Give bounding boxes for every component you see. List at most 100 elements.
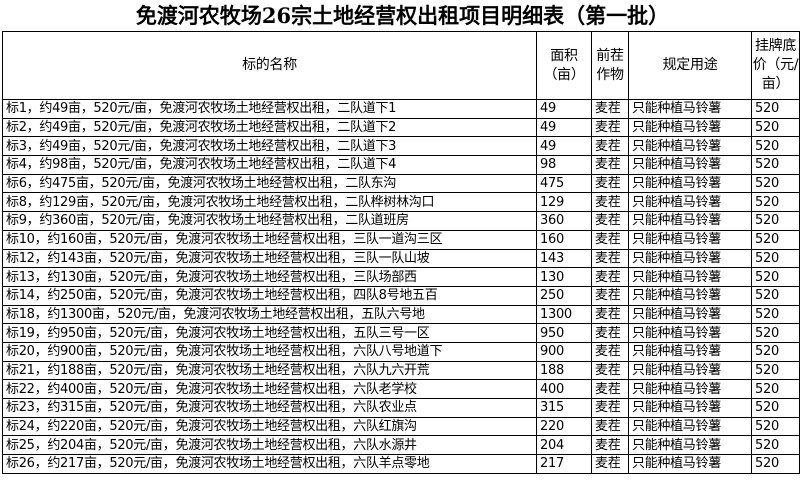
- cell-use[interactable]: 只能种植马铃薯: [628, 192, 752, 213]
- cell-price[interactable]: 520: [751, 379, 800, 399]
- cell-name[interactable]: 标6，约475亩，520元/亩，免渡河农牧场土地经营权出租，二队东沟: [2, 173, 537, 194]
- cell-use[interactable]: 只能种植马铃薯: [628, 173, 752, 194]
- cell-name[interactable]: 标25，约204亩，520元/亩，免渡河农牧场土地经营权出租，六队水源井: [2, 435, 537, 456]
- cell-crop[interactable]: 麦茬: [591, 285, 629, 306]
- header-crop[interactable]: 前茬作物: [591, 31, 629, 100]
- cell-price[interactable]: 520: [751, 211, 800, 231]
- cell-use[interactable]: 只能种植马铃薯: [628, 304, 752, 325]
- cell-name[interactable]: 标24，约220亩，520元/亩，免渡河农牧场土地经营权出租，六队红旗沟: [2, 416, 537, 437]
- cell-area[interactable]: 129: [536, 192, 592, 213]
- cell-name[interactable]: 标14，约250亩，520元/亩，免渡河农牧场土地经营权出租，四队8号地五百: [2, 285, 537, 306]
- cell-area[interactable]: 360: [536, 211, 592, 231]
- cell-price[interactable]: 520: [751, 285, 800, 306]
- cell-area[interactable]: 900: [536, 341, 592, 362]
- cell-crop[interactable]: 麦茬: [591, 229, 629, 250]
- cell-price[interactable]: 520: [751, 435, 800, 456]
- cell-price[interactable]: 520: [751, 248, 800, 269]
- cell-use[interactable]: 只能种植马铃薯: [628, 285, 752, 306]
- cell-use[interactable]: 只能种植马铃薯: [628, 360, 752, 381]
- cell-crop[interactable]: 麦茬: [591, 341, 629, 362]
- cell-use[interactable]: 只能种植马铃薯: [628, 267, 752, 287]
- cell-name[interactable]: 标19，约950亩，520元/亩，免渡河农牧场土地经营权出租，五队三号一区: [2, 323, 537, 343]
- cell-price[interactable]: 520: [751, 323, 800, 343]
- cell-crop[interactable]: 麦茬: [591, 304, 629, 325]
- cell-crop[interactable]: 麦茬: [591, 99, 629, 119]
- header-area[interactable]: 面积（亩）: [536, 31, 592, 100]
- cell-area[interactable]: 49: [536, 136, 592, 157]
- cell-name[interactable]: 标18，约1300亩，520元/亩，免渡河农牧场土地经营权出租，五队六号地: [2, 304, 537, 325]
- cell-name[interactable]: 标13，约130亩，520元/亩，免渡河农牧场土地经营权出租，三队场部西: [2, 267, 537, 287]
- cell-area[interactable]: 160: [536, 229, 592, 250]
- cell-price[interactable]: 520: [751, 341, 800, 362]
- cell-name[interactable]: 标21，约188亩，520元/亩，免渡河农牧场土地经营权出租，六队九六开荒: [2, 360, 537, 381]
- header-price[interactable]: 挂牌底价（元/亩）: [751, 31, 800, 100]
- cell-use[interactable]: 只能种植马铃薯: [628, 117, 752, 138]
- cell-crop[interactable]: 麦茬: [591, 398, 629, 418]
- cell-name[interactable]: 标12，约143亩，520元/亩，免渡河农牧场土地经营权出租，三队一队山坡: [2, 248, 537, 269]
- cell-price[interactable]: 520: [751, 173, 800, 194]
- cell-area[interactable]: 220: [536, 416, 592, 437]
- cell-area[interactable]: 315: [536, 398, 592, 418]
- cell-crop[interactable]: 麦茬: [591, 117, 629, 138]
- cell-use[interactable]: 只能种植马铃薯: [628, 398, 752, 418]
- header-use[interactable]: 规定用途: [628, 31, 752, 100]
- cell-name[interactable]: 标9，约360亩，520元/亩，免渡河农牧场土地经营权出租，二队道班房: [2, 211, 537, 231]
- cell-area[interactable]: 143: [536, 248, 592, 269]
- cell-area[interactable]: 98: [536, 155, 592, 175]
- cell-crop[interactable]: 麦茬: [591, 267, 629, 287]
- cell-name[interactable]: 标23，约315亩，520元/亩，免渡河农牧场土地经营权出租，六队农业点: [2, 398, 537, 418]
- cell-area[interactable]: 130: [536, 267, 592, 287]
- cell-crop[interactable]: 麦茬: [591, 173, 629, 194]
- cell-price[interactable]: 520: [751, 136, 800, 157]
- cell-area[interactable]: 188: [536, 360, 592, 381]
- cell-name[interactable]: 标3，约49亩，520元/亩，免渡河农牧场土地经营权出租，二队道下3: [2, 136, 537, 157]
- cell-area[interactable]: 400: [536, 379, 592, 399]
- cell-use[interactable]: 只能种植马铃薯: [628, 99, 752, 119]
- cell-crop[interactable]: 麦茬: [591, 323, 629, 343]
- cell-price[interactable]: 520: [751, 155, 800, 175]
- cell-area[interactable]: 1300: [536, 304, 592, 325]
- cell-area[interactable]: 217: [536, 454, 592, 474]
- cell-name[interactable]: 标22，约400亩，520元/亩，免渡河农牧场土地经营权出租，六队老学校: [2, 379, 537, 399]
- cell-crop[interactable]: 麦茬: [591, 155, 629, 175]
- cell-crop[interactable]: 麦茬: [591, 435, 629, 456]
- cell-use[interactable]: 只能种植马铃薯: [628, 211, 752, 231]
- cell-use[interactable]: 只能种植马铃薯: [628, 248, 752, 269]
- cell-crop[interactable]: 麦茬: [591, 416, 629, 437]
- table-title[interactable]: 免渡河农牧场26宗土地经营权出租项目明细表（第一批）: [2, 0, 800, 32]
- cell-crop[interactable]: 麦茬: [591, 360, 629, 381]
- cell-price[interactable]: 520: [751, 267, 800, 287]
- cell-use[interactable]: 只能种植马铃薯: [628, 379, 752, 399]
- cell-name[interactable]: 标10，约160亩，520元/亩，免渡河农牧场土地经营权出租，三队一道沟三区: [2, 229, 537, 250]
- cell-use[interactable]: 只能种植马铃薯: [628, 435, 752, 456]
- cell-price[interactable]: 520: [751, 360, 800, 381]
- cell-use[interactable]: 只能种植马铃薯: [628, 323, 752, 343]
- cell-use[interactable]: 只能种植马铃薯: [628, 136, 752, 157]
- cell-price[interactable]: 520: [751, 454, 800, 474]
- cell-crop[interactable]: 麦茬: [591, 192, 629, 213]
- cell-name[interactable]: 标2，约49亩，520元/亩，免渡河农牧场土地经营权出租，二队道下2: [2, 117, 537, 138]
- cell-use[interactable]: 只能种植马铃薯: [628, 454, 752, 474]
- cell-price[interactable]: 520: [751, 99, 800, 119]
- cell-price[interactable]: 520: [751, 416, 800, 437]
- cell-crop[interactable]: 麦茬: [591, 211, 629, 231]
- cell-name[interactable]: 标26，约217亩，520元/亩，免渡河农牧场土地经营权出租，六队羊点零地: [2, 454, 537, 474]
- cell-name[interactable]: 标4，约98亩，520元/亩，免渡河农牧场土地经营权出租，二队道下4: [2, 155, 537, 175]
- cell-area[interactable]: 950: [536, 323, 592, 343]
- cell-area[interactable]: 475: [536, 173, 592, 194]
- cell-use[interactable]: 只能种植马铃薯: [628, 155, 752, 175]
- cell-crop[interactable]: 麦茬: [591, 248, 629, 269]
- cell-crop[interactable]: 麦茬: [591, 136, 629, 157]
- cell-use[interactable]: 只能种植马铃薯: [628, 416, 752, 437]
- cell-name[interactable]: 标1，约49亩，520元/亩，免渡河农牧场土地经营权出租，二队道下1: [2, 99, 537, 119]
- cell-name[interactable]: 标20，约900亩，520元/亩，免渡河农牧场土地经营权出租，六队八号地道下: [2, 341, 537, 362]
- cell-price[interactable]: 520: [751, 192, 800, 213]
- cell-use[interactable]: 只能种植马铃薯: [628, 341, 752, 362]
- cell-use[interactable]: 只能种植马铃薯: [628, 229, 752, 250]
- cell-name[interactable]: 标8，约129亩，520元/亩，免渡河农牧场土地经营权出租，二队桦树林沟口: [2, 192, 537, 213]
- cell-area[interactable]: 204: [536, 435, 592, 456]
- cell-price[interactable]: 520: [751, 229, 800, 250]
- cell-price[interactable]: 520: [751, 304, 800, 325]
- cell-price[interactable]: 520: [751, 398, 800, 418]
- cell-crop[interactable]: 麦茬: [591, 379, 629, 399]
